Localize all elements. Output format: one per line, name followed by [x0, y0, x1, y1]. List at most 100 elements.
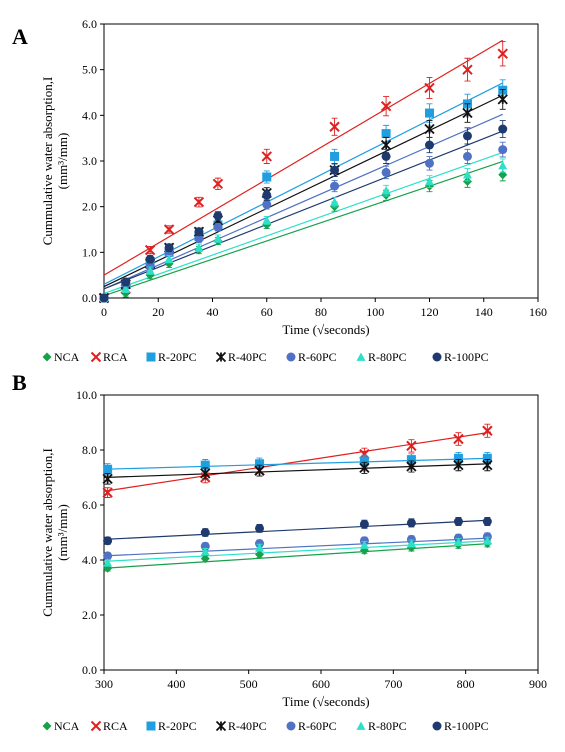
data-point: [424, 123, 435, 135]
trend-line: [103, 130, 503, 290]
legend-a: NCA RCA R-20PC R-40PC R-60PC R-80PC R-100PC: [42, 350, 489, 364]
data-point: [381, 129, 391, 139]
data-point: [262, 190, 272, 200]
x-tick-label: 800: [457, 677, 475, 691]
legend-marker: [146, 721, 156, 731]
data-point: [144, 244, 156, 256]
data-point: [145, 254, 155, 264]
data-point: [262, 199, 272, 209]
data-point: [425, 177, 434, 186]
data-point: [330, 181, 340, 191]
y-axis-title-line: (mm³/mm): [55, 504, 70, 561]
y-tick-label: 0.0: [82, 291, 97, 305]
data-point: [164, 254, 174, 264]
data-point: [121, 277, 131, 287]
legend-label: R-40PC: [228, 719, 267, 733]
data-point: [164, 243, 174, 253]
data-point: [425, 158, 434, 168]
data-point: [359, 519, 369, 529]
data-point: [103, 536, 113, 546]
x-tick-label: 500: [240, 677, 258, 691]
trend-line: [103, 431, 492, 492]
y-tick-label: 1.0: [82, 245, 97, 259]
data-point: [462, 131, 472, 141]
legend-b: NCA RCA R-20PC R-40PC R-60PC R-80PC R-100PC: [42, 719, 489, 733]
data-point: [453, 459, 464, 471]
series-nca: [99, 168, 508, 303]
data-point: [498, 145, 508, 155]
legend-label: R-80PC: [368, 350, 407, 364]
data-point: [497, 94, 508, 105]
legend-label: R-20PC: [158, 719, 197, 733]
x-tick-label: 140: [475, 305, 493, 319]
data-point: [482, 517, 492, 526]
legend-marker: [356, 721, 366, 730]
legend-marker: [146, 352, 156, 362]
trend-line: [103, 463, 492, 479]
data-point: [406, 461, 417, 472]
y-tick-label: 2.0: [82, 200, 97, 214]
data-point: [381, 151, 391, 161]
data-point: [453, 433, 464, 445]
data-point: [103, 558, 113, 567]
x-tick-label: 700: [384, 677, 402, 691]
x-axis-title: Time (√seconds): [282, 694, 369, 709]
legend-label: R-40PC: [228, 350, 267, 364]
data-point: [453, 517, 463, 526]
legend-label: NCA: [54, 719, 80, 733]
data-point: [194, 234, 204, 244]
trend-line: [103, 113, 503, 290]
x-tick-label: 400: [167, 677, 185, 691]
data-point: [406, 518, 416, 528]
data-point: [255, 523, 265, 533]
data-point: [330, 165, 340, 175]
y-axis-title: Cummulative water absorption,I(mm³/mm): [40, 77, 70, 246]
data-point: [193, 196, 205, 208]
legend-label: R-60PC: [298, 719, 337, 733]
data-point: [381, 167, 391, 177]
chart-a: 0 20 40 60 80 100 120 140 160 0.0 1.0 2.0 3.0 4.0 5.0 6…: [40, 17, 547, 364]
x-tick-label: 300: [95, 677, 113, 691]
y-tick-label: 8.0: [82, 443, 97, 457]
data-point: [462, 151, 472, 161]
trend-line: [103, 540, 492, 562]
data-point: [462, 64, 473, 75]
trend-line: [103, 94, 503, 288]
legend-marker: [286, 721, 296, 731]
data-point: [99, 293, 109, 303]
y-tick-label: 3.0: [82, 154, 97, 168]
chart-b: 300 400 500 600 700 800 900 0.0 2.0 4.0 6.0 8.0 10.0…: [40, 388, 547, 733]
data-point: [194, 227, 204, 237]
panel-label-a: A: [12, 24, 28, 49]
data-point: [482, 453, 492, 463]
data-point: [212, 178, 224, 190]
y-tick-label: 0.0: [82, 663, 97, 677]
series-r-80pc: [103, 536, 492, 567]
data-point: [213, 234, 223, 243]
series-r-100pc: [103, 516, 492, 546]
x-tick-label: 0: [101, 305, 107, 319]
legend-label: NCA: [54, 350, 80, 364]
legend-marker: [215, 720, 227, 732]
data-point: [462, 107, 473, 119]
data-point: [121, 284, 131, 293]
data-point: [102, 473, 113, 485]
x-tick-label: 20: [152, 305, 164, 319]
data-point: [498, 124, 508, 134]
trend-line: [103, 82, 504, 285]
data-point: [262, 172, 272, 182]
data-point: [330, 197, 340, 206]
legend-label: RCA: [103, 350, 128, 364]
y-tick-label: 4.0: [82, 108, 97, 122]
y-axis-title-line: (mm³/mm): [55, 133, 70, 190]
legend-marker: [432, 352, 442, 362]
data-point: [213, 211, 223, 221]
data-point: [163, 224, 175, 235]
x-tick-label: 160: [529, 305, 547, 319]
data-point: [380, 100, 392, 112]
data-point: [406, 455, 416, 465]
data-point: [453, 537, 463, 546]
data-point: [498, 161, 508, 170]
